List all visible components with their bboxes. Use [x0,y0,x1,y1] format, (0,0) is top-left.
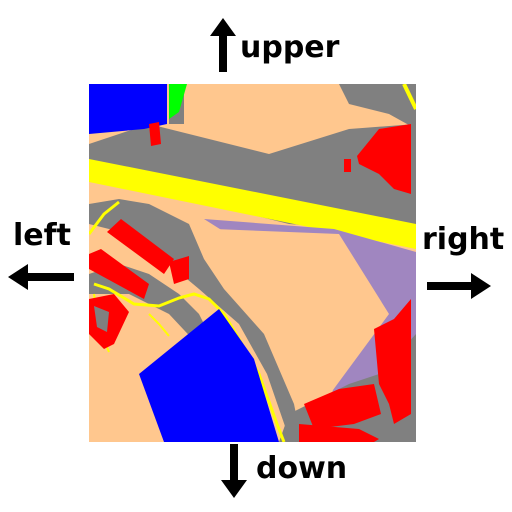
vegetation-area [169,84,187,119]
semantic-map [89,84,416,442]
direction-label-upper: upper [240,30,340,65]
minor-road [148,313,170,337]
water-area [139,309,279,442]
building [344,159,351,172]
building [89,294,129,349]
other-area [204,219,416,404]
main-road [89,159,416,249]
main-road-edge [402,84,416,110]
land-parcel [214,229,389,414]
building [107,219,174,274]
water-area [89,84,167,134]
building [357,124,411,194]
building [299,424,379,442]
direction-label-down: down [256,451,348,486]
building [149,122,161,146]
building [304,384,381,429]
building [402,366,411,386]
arrow-up-icon [210,18,236,72]
minor-road [89,200,120,235]
arrow-down-icon [221,444,247,498]
road-area [89,124,416,234]
building [94,306,109,332]
direction-label-left: left [13,218,72,253]
building [374,299,411,424]
road-area [89,199,299,432]
arrow-right-icon [427,273,491,299]
minor-road [93,282,286,442]
arrow-left-icon [8,264,74,290]
direction-label-right: right [422,222,505,257]
building [89,249,149,299]
road-area [339,84,416,129]
building [169,256,189,284]
